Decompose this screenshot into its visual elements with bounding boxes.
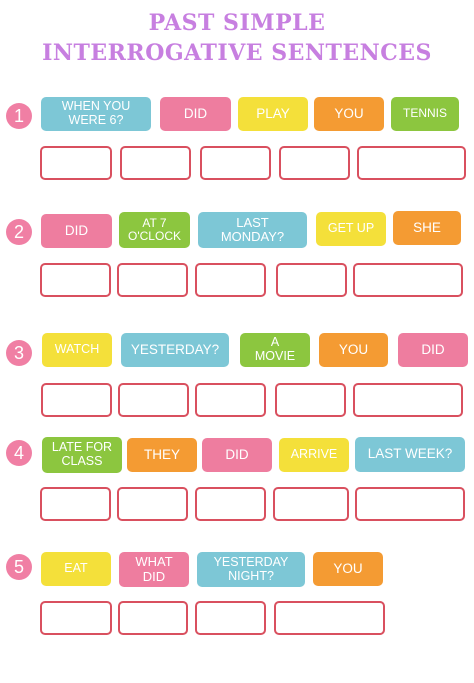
answer-blank[interactable] (120, 146, 191, 180)
word-tile[interactable]: DID (41, 214, 112, 248)
worksheet-title-line1: PAST SIMPLE (148, 10, 326, 36)
answer-blank[interactable] (273, 487, 349, 521)
answer-blank[interactable] (355, 487, 465, 521)
word-tile[interactable]: LATE FOR CLASS (42, 437, 122, 473)
answer-blank[interactable] (40, 601, 112, 635)
word-tile[interactable]: EAT (41, 552, 111, 586)
row-number-1: 1 (6, 103, 32, 129)
answer-blank[interactable] (195, 601, 266, 635)
answer-blank[interactable] (195, 487, 266, 521)
word-tile[interactable]: WATCH (42, 333, 112, 367)
answer-blank[interactable] (40, 487, 111, 521)
word-tile[interactable]: PLAY (238, 97, 308, 131)
answer-blank[interactable] (41, 383, 112, 417)
word-tile[interactable]: YESTERDAY? (121, 333, 229, 367)
word-tile[interactable]: DID (202, 438, 272, 472)
answer-blank[interactable] (353, 263, 463, 297)
answer-blank[interactable] (195, 263, 266, 297)
answer-blank[interactable] (279, 146, 350, 180)
word-tile[interactable]: AT 7 O'CLOCK (119, 212, 190, 248)
word-tile[interactable]: LAST WEEK? (355, 437, 465, 472)
word-tile[interactable]: WHEN YOU WERE 6? (41, 97, 151, 131)
answer-blank[interactable] (274, 601, 385, 635)
word-tile[interactable]: YESTERDAY NIGHT? (197, 552, 305, 587)
answer-blank[interactable] (195, 383, 266, 417)
answer-blank[interactable] (40, 146, 112, 180)
word-tile[interactable]: YOU (319, 333, 388, 367)
answer-blank[interactable] (275, 383, 346, 417)
word-tile[interactable]: A MOVIE (240, 333, 310, 367)
worksheet-title-line2: INTERROGATIVE SENTENCES (42, 40, 432, 66)
answer-blank[interactable] (40, 263, 111, 297)
word-tile[interactable]: THEY (127, 438, 197, 472)
word-tile[interactable]: DID (398, 333, 468, 367)
row-number-2: 2 (6, 219, 32, 245)
answer-blank[interactable] (117, 263, 188, 297)
answer-blank[interactable] (357, 146, 466, 180)
answer-blank[interactable] (118, 601, 188, 635)
word-tile[interactable]: SHE (393, 211, 461, 245)
answer-blank[interactable] (353, 383, 463, 417)
row-number-3: 3 (6, 340, 32, 366)
answer-blank[interactable] (276, 263, 347, 297)
word-tile[interactable]: ARRIVE (279, 438, 349, 472)
word-tile[interactable]: GET UP (316, 212, 386, 246)
answer-blank[interactable] (117, 487, 188, 521)
word-tile[interactable]: TENNIS (391, 97, 459, 131)
word-tile[interactable]: LAST MONDAY? (198, 212, 307, 248)
row-number-5: 5 (6, 554, 32, 580)
word-tile[interactable]: WHAT DID (119, 552, 189, 587)
answer-blank[interactable] (118, 383, 189, 417)
row-number-4: 4 (6, 440, 32, 466)
word-tile[interactable]: DID (160, 97, 231, 131)
word-tile[interactable]: YOU (313, 552, 383, 586)
word-tile[interactable]: YOU (314, 97, 384, 131)
answer-blank[interactable] (200, 146, 271, 180)
